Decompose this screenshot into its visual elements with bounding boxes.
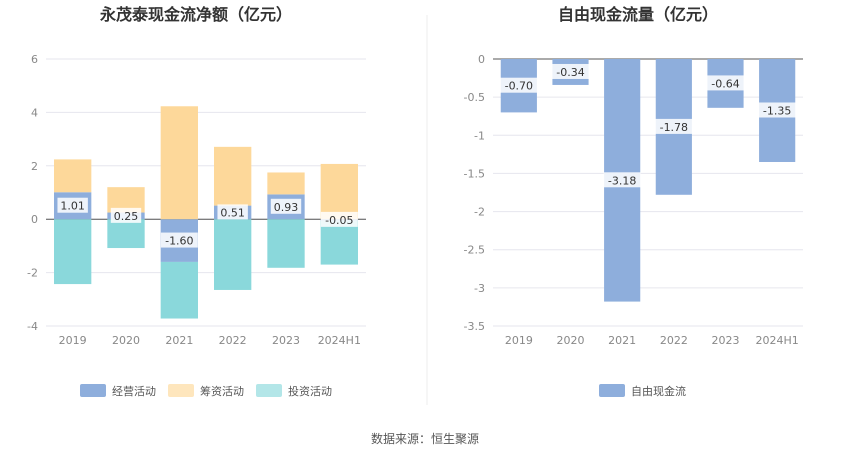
- legend-label: 筹资活动: [200, 384, 244, 398]
- cash-flow-net-chart: 永茂泰现金流净额（亿元） -4 -2 0 2 4 6 1.01 2019 0.25 2020 -1.6…: [27, 5, 366, 398]
- x-tick-label: 2024H1: [756, 334, 799, 347]
- data-label-background: [500, 77, 538, 93]
- y-tick-label: 2: [31, 160, 38, 173]
- bar: [267, 172, 305, 195]
- bar: [214, 146, 252, 206]
- x-tick-label: 2023: [712, 334, 740, 347]
- bar: [267, 219, 305, 268]
- legend-swatch: [256, 384, 282, 397]
- y-tick-label: 0: [478, 53, 485, 66]
- legend-label: 经营活动: [112, 384, 156, 398]
- data-label: -3.18: [608, 174, 636, 187]
- x-tick-label: 2019: [59, 334, 87, 347]
- chart-title: 永茂泰现金流净额（亿元）: [99, 5, 292, 24]
- free-cash-flow-chart: 自由现金流量（亿元） -3.5 -3 -2.5 -2 -1.5 -1 -0.5 0 -0.70 20…: [464, 5, 803, 398]
- legend-swatch: [80, 384, 106, 397]
- y-tick-label: -2: [27, 267, 38, 280]
- x-tick-label: 2020: [112, 334, 140, 347]
- x-tick-label: 2023: [272, 334, 300, 347]
- y-tick-label: -1: [474, 129, 485, 142]
- x-tick-label: 2024H1: [318, 334, 361, 347]
- y-tick-label: -2.5: [464, 244, 485, 257]
- y-tick-label: -1.5: [464, 167, 485, 180]
- data-label-background: [270, 198, 302, 214]
- data-label: -0.34: [556, 66, 584, 79]
- data-label: 0.51: [220, 206, 245, 219]
- bar: [160, 106, 198, 220]
- x-tick-label: 2022: [660, 334, 688, 347]
- y-tick-label: -0.5: [464, 91, 485, 104]
- y-tick-label: 6: [31, 53, 38, 66]
- data-label-background: [552, 63, 589, 79]
- data-label: -0.70: [505, 80, 533, 93]
- data-label-background: [603, 172, 641, 188]
- data-label: -1.35: [763, 104, 791, 117]
- legend-label: 自由现金流: [631, 384, 686, 398]
- data-label: -1.60: [165, 235, 193, 248]
- y-tick-label: -2: [474, 206, 485, 219]
- y-tick-label: 4: [31, 106, 38, 119]
- legend-swatch: [168, 384, 194, 397]
- data-label-background: [320, 211, 358, 227]
- data-label-background: [160, 232, 198, 248]
- bar: [107, 219, 145, 249]
- x-tick-label: 2021: [165, 334, 193, 347]
- bar: [320, 220, 358, 265]
- y-tick-label: -3: [474, 282, 485, 295]
- data-label-background: [217, 204, 248, 220]
- bar: [320, 163, 358, 220]
- data-label-background: [57, 197, 88, 213]
- legend-swatch: [599, 384, 625, 397]
- data-label: 0.93: [274, 201, 299, 214]
- bar: [54, 159, 92, 193]
- data-label-background: [758, 102, 796, 118]
- bar: [160, 261, 198, 319]
- bar: [54, 219, 92, 285]
- x-tick-label: 2022: [219, 334, 247, 347]
- legend-label: 投资活动: [288, 384, 332, 398]
- source-note: 数据来源：恒生聚源: [371, 431, 479, 446]
- data-label: -1.78: [660, 121, 688, 134]
- x-tick-label: 2019: [505, 334, 533, 347]
- y-tick-label: -3.5: [464, 320, 485, 333]
- data-label: 0.25: [114, 210, 139, 223]
- data-label-background: [655, 118, 693, 134]
- y-tick-label: -4: [27, 320, 38, 333]
- chart-title: 自由现金流量（亿元）: [558, 5, 718, 24]
- data-label-background: [110, 207, 142, 223]
- data-label: 1.01: [60, 200, 85, 213]
- x-tick-label: 2021: [608, 334, 636, 347]
- data-label: -0.05: [325, 214, 353, 227]
- x-tick-label: 2020: [557, 334, 585, 347]
- data-label-background: [707, 75, 744, 91]
- bar: [214, 219, 252, 290]
- data-label: -0.64: [711, 77, 739, 90]
- y-tick-label: 0: [31, 213, 38, 226]
